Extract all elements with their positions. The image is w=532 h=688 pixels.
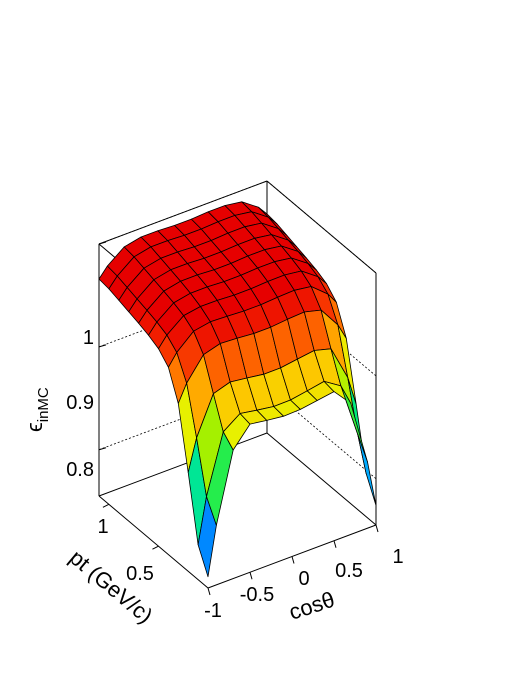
x-tick: [333, 540, 337, 548]
y-tick-label: 0.5: [126, 563, 154, 585]
x-tick-label: 0: [298, 568, 309, 590]
surface-cell: [357, 433, 377, 506]
tick-marks: [98, 241, 379, 596]
y-axis-title: pt (GeV/c): [65, 545, 158, 629]
z-tick-label: 0.8: [66, 459, 94, 481]
frame-edge: [266, 432, 377, 526]
frame-edge: [98, 495, 209, 589]
z-tick-label: 1: [83, 327, 94, 349]
x-tick-label: 0.5: [335, 560, 363, 582]
z-tick: [98, 241, 107, 245]
frame-edge: [98, 432, 268, 497]
z-axis-title: ϵinMC: [22, 387, 52, 432]
x-tick: [249, 572, 253, 580]
y-tick: [152, 545, 159, 550]
z-tick-label: 0.9: [66, 392, 94, 414]
surface-mesh: [98, 201, 377, 578]
y-tick: [102, 503, 110, 508]
x-axis-title: cosθ: [286, 587, 338, 625]
x-tick-label: 1: [392, 546, 403, 568]
x-tick-label: -1: [204, 600, 222, 622]
y-tick-label: 1: [97, 516, 108, 538]
x-tick: [291, 556, 295, 564]
x-tick-label: -0.5: [240, 584, 274, 606]
z-tick: [98, 447, 107, 451]
x-tick: [375, 524, 379, 533]
frame-edge: [266, 180, 377, 274]
z-tick: [98, 344, 107, 348]
x-tick: [207, 587, 211, 596]
